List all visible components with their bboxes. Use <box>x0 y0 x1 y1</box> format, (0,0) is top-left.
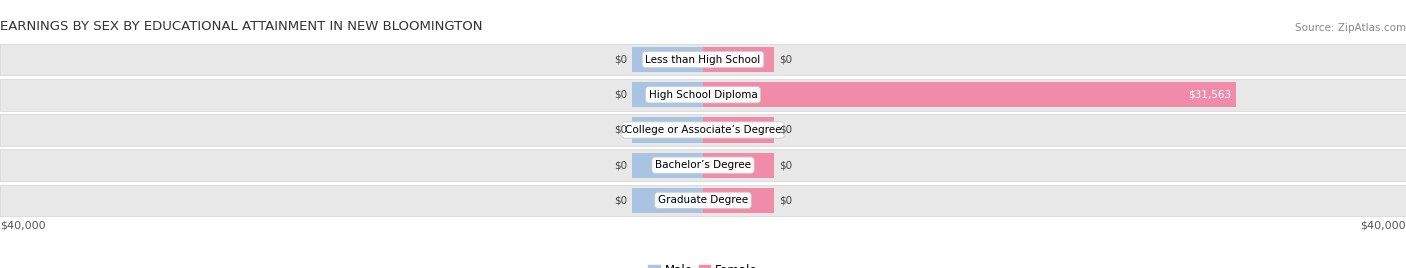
Bar <box>703 152 773 178</box>
Bar <box>633 152 703 178</box>
Bar <box>0 44 1406 75</box>
Bar <box>703 117 773 143</box>
Text: $0: $0 <box>779 55 792 65</box>
Bar <box>0 185 1406 216</box>
Bar <box>703 82 1236 107</box>
Bar <box>633 47 703 72</box>
Text: $0: $0 <box>779 160 792 170</box>
Bar <box>703 188 773 213</box>
Text: $0: $0 <box>614 195 627 205</box>
Text: $0: $0 <box>779 195 792 205</box>
Text: High School Diploma: High School Diploma <box>648 90 758 100</box>
Bar <box>633 188 703 213</box>
Bar <box>633 117 703 143</box>
Text: $40,000: $40,000 <box>1361 221 1406 231</box>
Text: $0: $0 <box>614 55 627 65</box>
Text: Bachelor’s Degree: Bachelor’s Degree <box>655 160 751 170</box>
Text: $0: $0 <box>779 125 792 135</box>
Bar <box>0 79 1406 111</box>
Text: $0: $0 <box>614 90 627 100</box>
Text: Graduate Degree: Graduate Degree <box>658 195 748 205</box>
Text: $0: $0 <box>614 125 627 135</box>
Text: Less than High School: Less than High School <box>645 55 761 65</box>
Text: $0: $0 <box>614 160 627 170</box>
Legend: Male, Female: Male, Female <box>644 260 762 268</box>
Bar <box>0 114 1406 146</box>
Text: EARNINGS BY SEX BY EDUCATIONAL ATTAINMENT IN NEW BLOOMINGTON: EARNINGS BY SEX BY EDUCATIONAL ATTAINMEN… <box>0 20 482 33</box>
Text: College or Associate’s Degree: College or Associate’s Degree <box>624 125 782 135</box>
Text: $40,000: $40,000 <box>0 221 45 231</box>
Bar <box>0 149 1406 181</box>
Text: Source: ZipAtlas.com: Source: ZipAtlas.com <box>1295 23 1406 33</box>
Bar <box>633 82 703 107</box>
Text: $31,563: $31,563 <box>1188 90 1232 100</box>
Bar <box>703 47 773 72</box>
